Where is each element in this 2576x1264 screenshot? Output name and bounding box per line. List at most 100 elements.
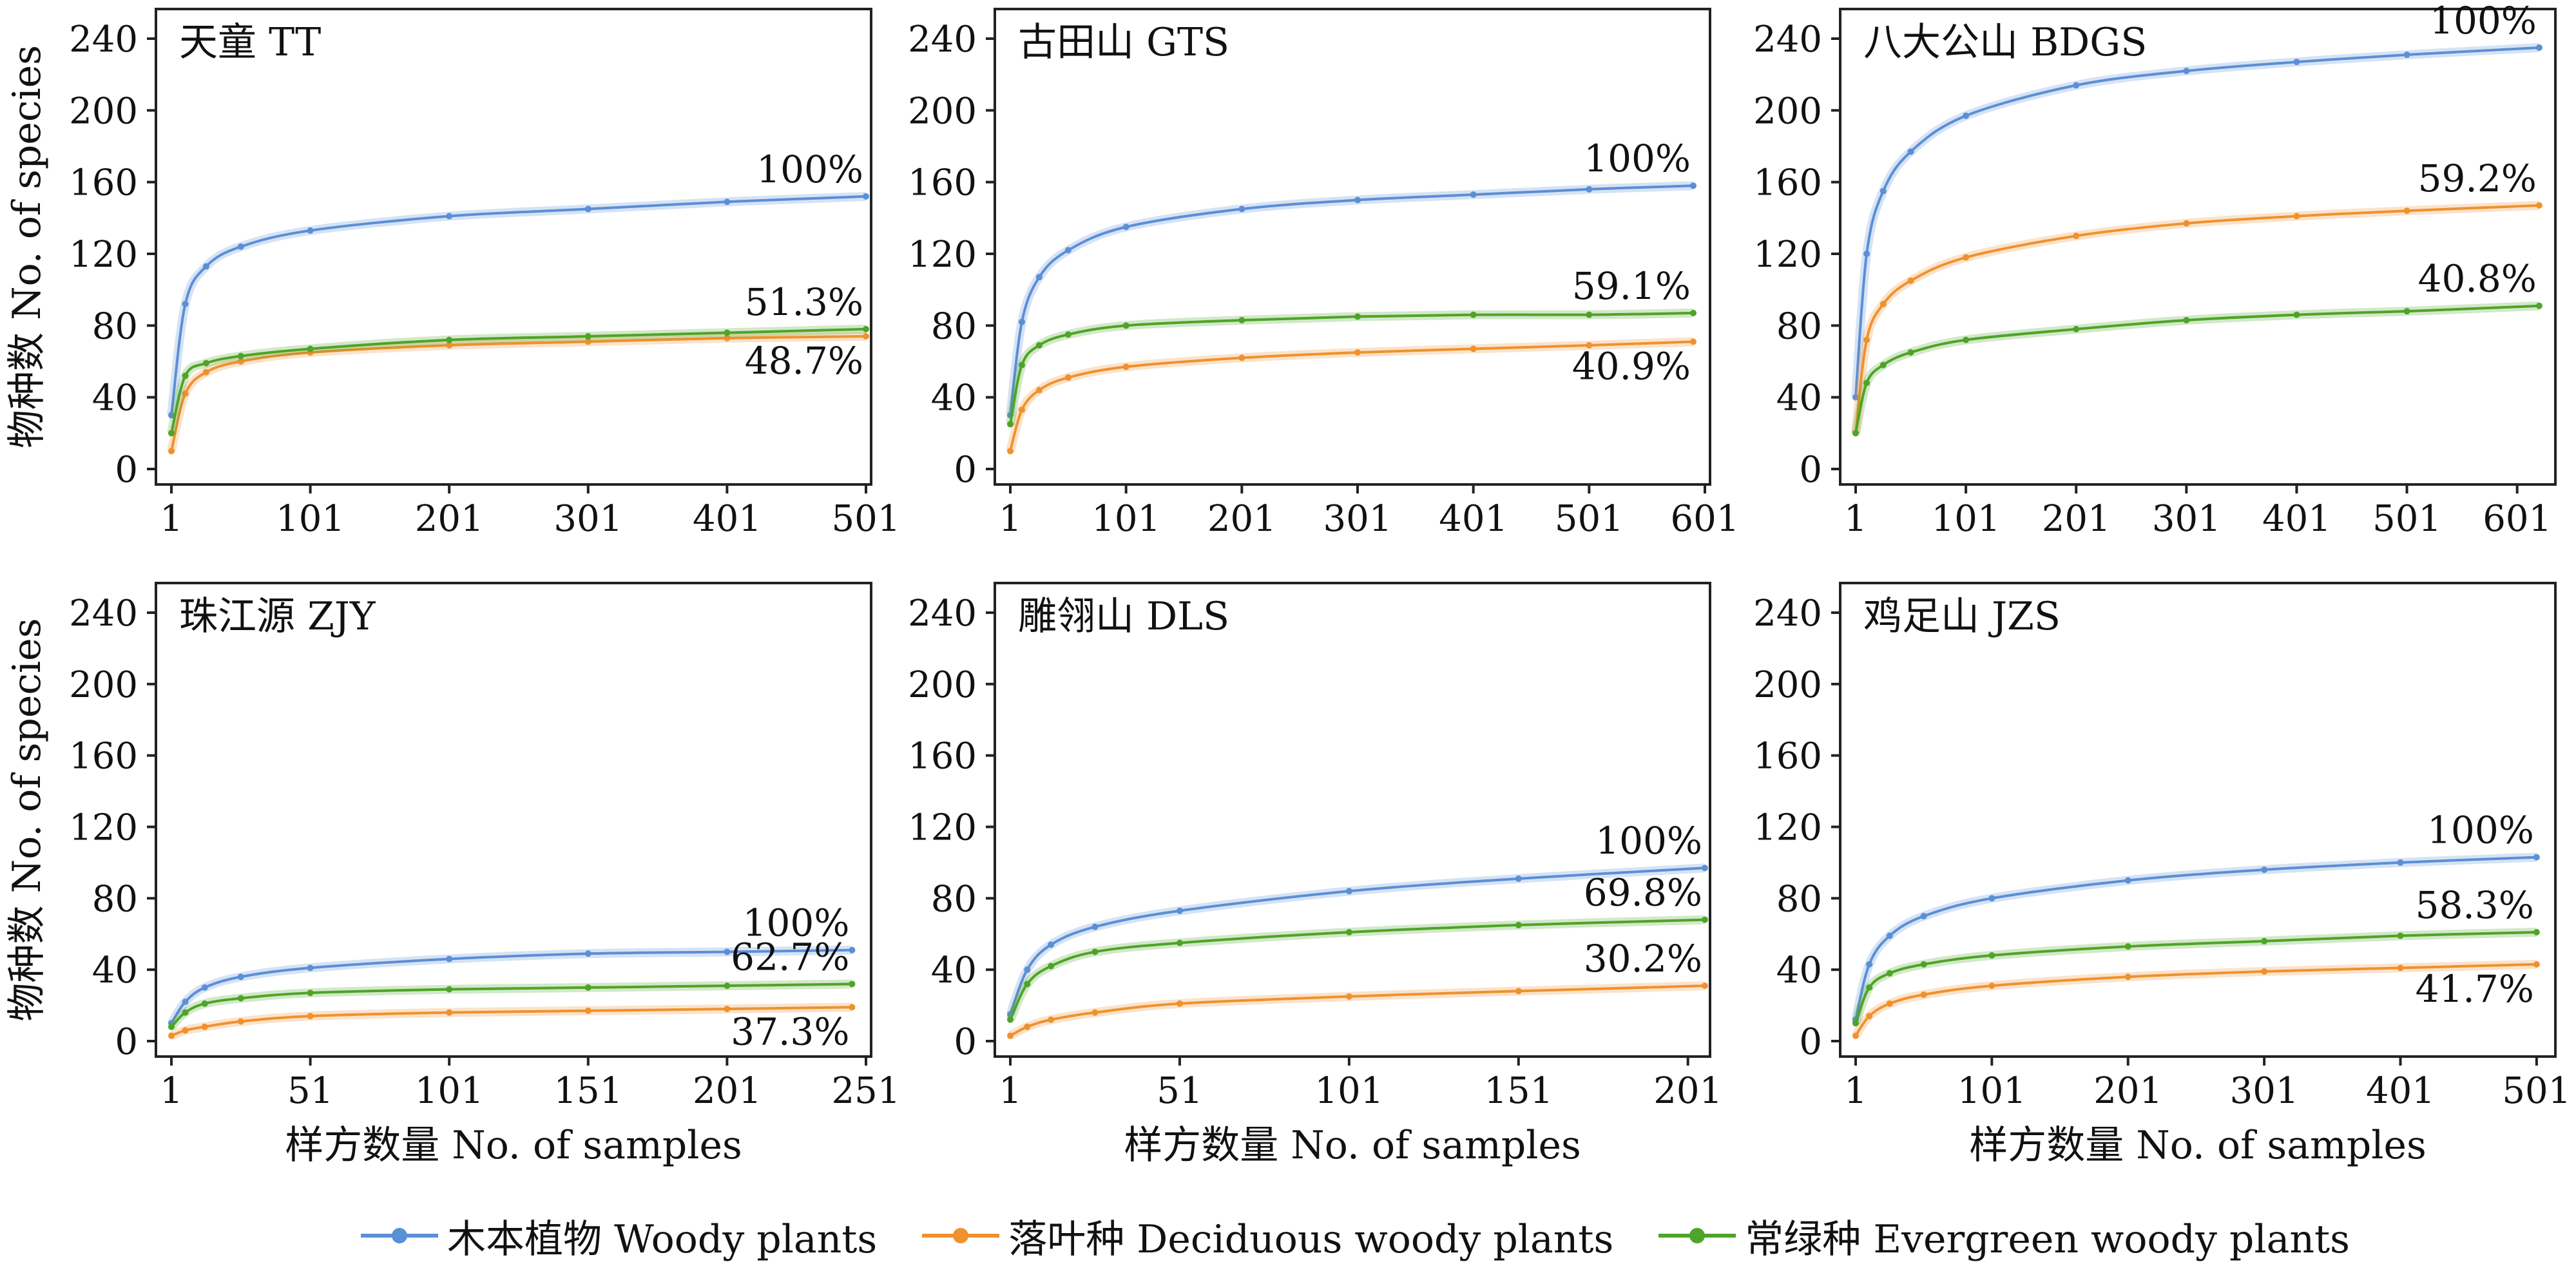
data-point (182, 372, 189, 379)
y-tick-label: 240 (69, 19, 138, 61)
data-point (1879, 187, 1887, 195)
x-tick-label: 301 (2152, 498, 2221, 540)
x-tick-label: 251 (832, 1070, 901, 1112)
data-point (1470, 345, 1477, 352)
x-axis-label: 样方数量 No. of samples (285, 1123, 742, 1168)
data-point (1920, 913, 1927, 920)
data-point (1018, 361, 1025, 369)
y-tick-label: 120 (69, 807, 138, 849)
y-tick-label: 120 (908, 807, 977, 849)
data-point (1963, 336, 1970, 343)
plot-frame (994, 582, 1711, 1058)
data-point (1852, 1020, 1859, 1027)
data-point (1852, 394, 1859, 401)
panel-title: 珠江源 ZJY (179, 594, 376, 639)
y-tick-label: 80 (931, 305, 977, 347)
y-tick-label: 240 (908, 593, 977, 635)
y-tick-label: 160 (908, 162, 977, 204)
y-axis-label: 物种数 No. of species (5, 45, 50, 448)
data-point (1886, 970, 1893, 977)
x-tick-label: 301 (2230, 1070, 2299, 1112)
data-point (1515, 988, 1522, 995)
data-point (237, 352, 244, 359)
data-point (1470, 311, 1477, 318)
y-tick-label: 160 (69, 736, 138, 778)
data-point (1863, 251, 1870, 257)
y-tick-label: 240 (1753, 593, 1822, 635)
y-tick-label: 200 (908, 90, 977, 132)
data-point (182, 1009, 189, 1016)
data-point (2397, 859, 2404, 866)
data-point (182, 300, 189, 307)
data-point (1988, 952, 1995, 959)
data-point (724, 1006, 731, 1013)
y-tick-label: 200 (69, 90, 138, 132)
series-end-label: 58.3% (2416, 883, 2534, 927)
y-tick-label: 80 (92, 878, 138, 920)
data-point (1122, 322, 1129, 329)
y-tick-label: 120 (1753, 807, 1822, 849)
x-tick-label: 401 (1439, 498, 1508, 540)
data-point (201, 984, 208, 991)
y-tick-label: 0 (954, 449, 977, 491)
data-point (2261, 937, 2268, 944)
x-tick-label: 201 (1207, 498, 1276, 540)
data-point (1238, 354, 1245, 361)
y-tick-label: 40 (931, 950, 977, 991)
data-point (1866, 961, 1873, 968)
data-point (168, 412, 175, 419)
y-tick-label: 80 (1776, 878, 1822, 920)
data-point (446, 1009, 453, 1016)
series-end-label: 100% (756, 148, 863, 191)
x-tick-label: 1 (1844, 1070, 1867, 1112)
data-point (182, 1027, 189, 1034)
x-tick-label: 51 (1157, 1070, 1202, 1112)
data-point (307, 1013, 314, 1020)
plot-frame (155, 8, 872, 486)
data-point (584, 338, 591, 345)
series-end-label: 69.8% (1584, 871, 1702, 915)
data-point (1907, 277, 1914, 284)
data-point (1863, 336, 1870, 343)
x-tick-label: 151 (1484, 1070, 1553, 1112)
legend-label-evergreen: 常绿种 Evergreen woody plants (1745, 1216, 2350, 1262)
series-end-label: 48.7% (745, 339, 863, 383)
panel-title: 雕翎山 DLS (1018, 594, 1229, 639)
data-point (1920, 961, 1927, 968)
data-point (1345, 928, 1352, 935)
legend-label-deciduous: 落叶种 Deciduous woody plants (1008, 1216, 1614, 1262)
data-point (2124, 943, 2131, 950)
series-line (1854, 856, 2537, 1020)
data-point (584, 984, 591, 991)
data-point (1852, 430, 1859, 437)
data-point (202, 369, 209, 376)
series-end-label: 51.3% (745, 280, 863, 324)
data-point (1907, 148, 1914, 155)
data-point (1018, 318, 1025, 325)
y-tick-label: 200 (1753, 90, 1822, 132)
data-point (182, 999, 189, 1006)
data-point (1879, 361, 1887, 369)
data-point (307, 227, 314, 234)
x-tick-label: 501 (832, 498, 901, 540)
x-tick-label: 401 (2262, 498, 2331, 540)
x-tick-label: 51 (287, 1070, 333, 1112)
y-tick-label: 0 (115, 1021, 138, 1063)
data-point (1690, 182, 1697, 189)
data-point (168, 430, 175, 437)
data-point (1024, 981, 1031, 988)
x-tick-label: 1 (999, 498, 1022, 540)
data-point (1354, 313, 1361, 320)
data-point (446, 336, 453, 343)
legend-item-deciduous: 落叶种 Deciduous woody plants (922, 1208, 1613, 1264)
data-point (237, 358, 244, 365)
x-tick-label: 601 (1671, 498, 1740, 540)
data-point (1702, 982, 1708, 990)
data-point (1963, 254, 1970, 261)
data-point (863, 333, 869, 340)
data-point (2073, 82, 2080, 89)
data-point (2293, 59, 2300, 66)
data-point (2535, 202, 2542, 209)
data-point (1176, 1000, 1183, 1007)
